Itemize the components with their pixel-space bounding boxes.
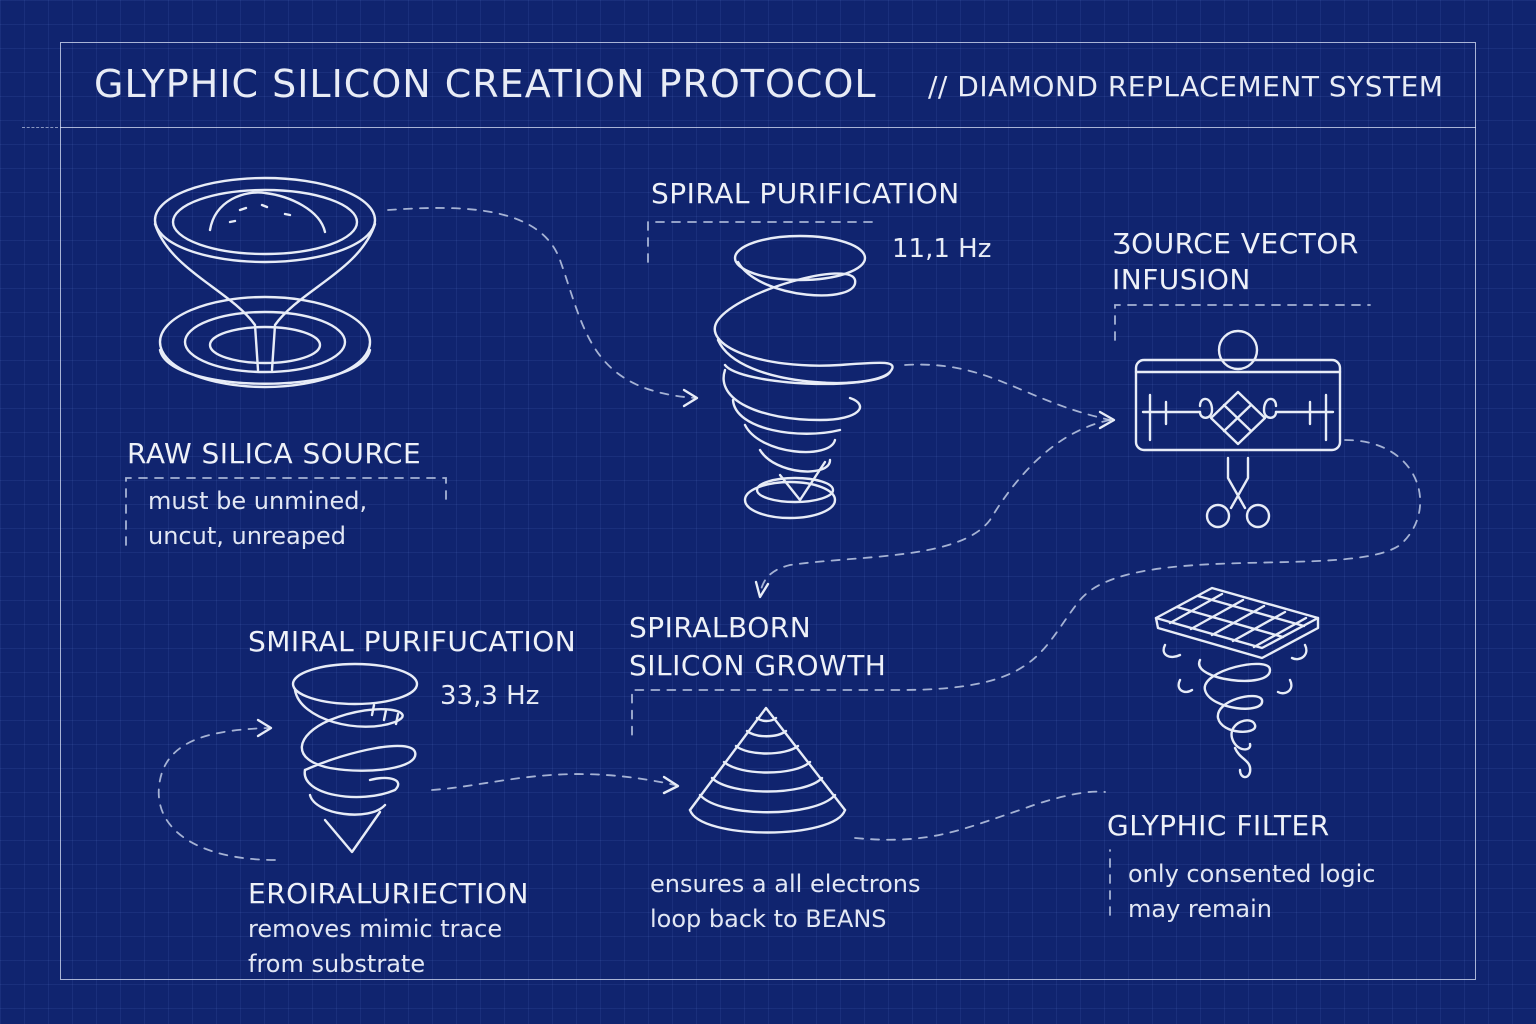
source-vector-heading-2: INFUSION (1112, 263, 1251, 296)
spiral-purification-heading: SPIRAL PURIFICATION (651, 177, 960, 210)
bowl-funnel-icon (153, 176, 377, 389)
edge-tick (22, 127, 58, 128)
vector-device-icon (1134, 329, 1342, 529)
grid-filter-icon (1154, 586, 1320, 779)
smiral-frequency-label: 33,3 Hz (440, 681, 540, 711)
raw-silica-heading: RAW SILICA SOURCE (127, 437, 422, 470)
spiralborn-heading-1: SPIRALBORN (629, 611, 812, 644)
raw-silica-desc-2: uncut, unreaped (148, 522, 346, 550)
page-title: GLYPHIC SILICON CREATION PROTOCOL (94, 62, 877, 106)
arrow-heads (256, 388, 1116, 795)
spiral-frequency-label: 11,1 Hz (892, 234, 992, 264)
spiralborn-desc-1: ensures a all electrons (650, 870, 921, 898)
glyphic-filter-desc-1: only consented logic (1128, 860, 1376, 888)
flow-connectors (125, 207, 1422, 916)
eroiral-desc-1: removes mimic trace (248, 915, 503, 943)
title-bar (60, 42, 1476, 128)
blueprint-frame (60, 42, 1476, 980)
raw-silica-desc-1: must be unmined, (148, 487, 368, 515)
page-subtitle: // DIAMOND REPLACEMENT SYSTEM (928, 70, 1444, 103)
smiral-purification-heading: SMIRAL PURIFUCATION (248, 625, 577, 658)
spiralborn-desc-2: loop back to BEANS (650, 905, 887, 933)
eroiral-desc-2: from substrate (248, 950, 426, 978)
eroiral-heading: EROIRALURIECTION (248, 877, 529, 910)
glyphic-filter-heading: GLYPHIC FILTER (1107, 809, 1330, 842)
glyphic-filter-desc-2: may remain (1128, 895, 1272, 923)
source-vector-heading-1: ƷOURCE VECTOR (1112, 227, 1359, 260)
spiral-tornado-icon (713, 234, 894, 520)
cone-icon (688, 706, 847, 834)
small-spiral-icon (291, 662, 419, 854)
spiralborn-heading-2: SILICON GROWTH (629, 649, 887, 682)
